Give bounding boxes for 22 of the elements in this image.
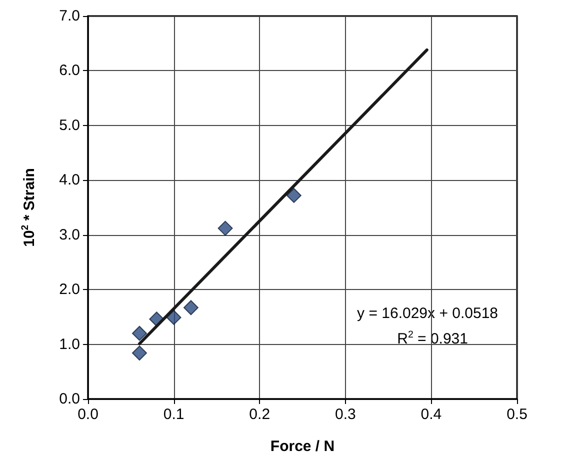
x-tick-label: 0.1	[163, 406, 184, 423]
x-tick-label: 0.0	[78, 406, 98, 423]
y-tick-label: 1.0	[59, 336, 80, 353]
x-tick-label: 0.5	[506, 406, 528, 423]
x-axis-title: Force / N	[270, 438, 335, 455]
point	[286, 188, 302, 203]
point	[218, 220, 233, 236]
x-tick-label: 0.4	[420, 406, 442, 423]
y-tick-label: 2.0	[59, 281, 80, 298]
point	[183, 300, 198, 316]
y-tick-label: 4.0	[59, 172, 80, 189]
point	[132, 326, 147, 341]
y-tick-label: 6.0	[59, 62, 80, 80]
y-tick-label: 3.0	[59, 226, 80, 244]
x-tick-label: 0.2	[249, 406, 270, 423]
y-tick-label: 5.0	[59, 116, 80, 134]
y-tick-label: 7.0	[59, 8, 80, 24]
x-tick-label: 0.3	[334, 406, 356, 423]
point	[166, 310, 182, 325]
point	[132, 346, 147, 361]
y-axis-title: 102 * Strain	[20, 168, 38, 247]
y-tick-label: 0.0	[59, 390, 80, 408]
